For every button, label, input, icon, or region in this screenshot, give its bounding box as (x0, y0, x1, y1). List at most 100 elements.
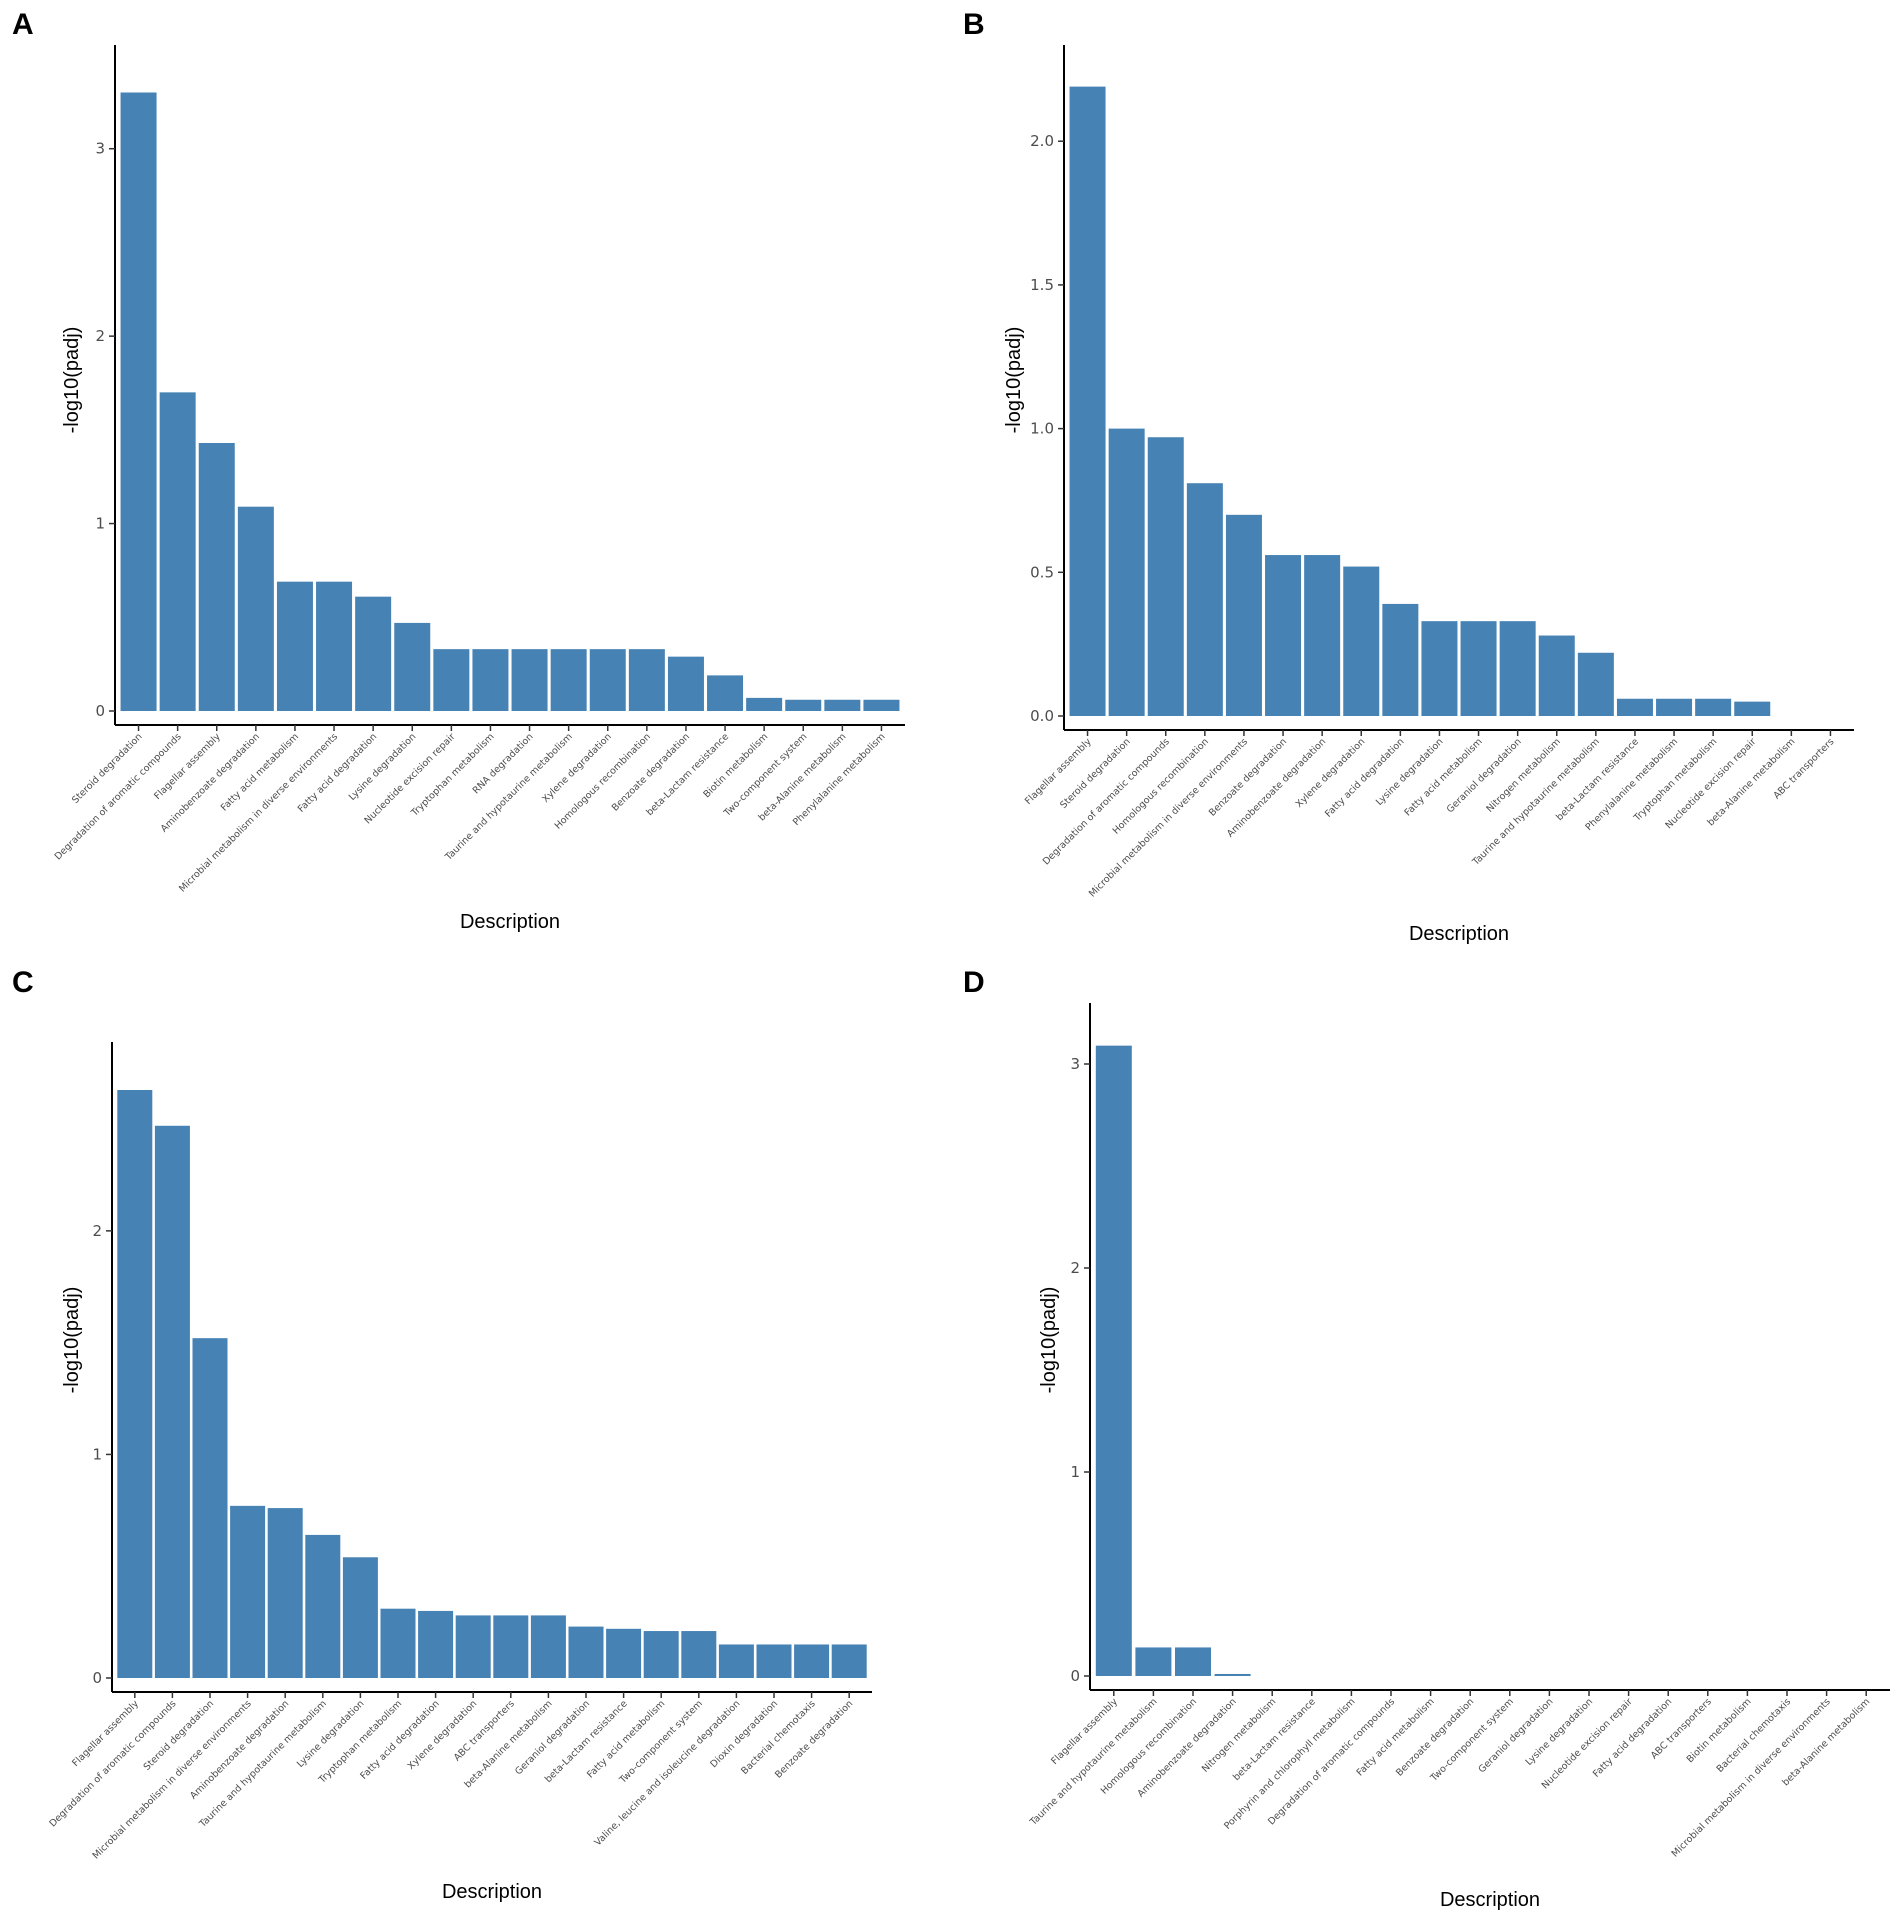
y-tick-label: 0.0 (1030, 707, 1054, 725)
bar (472, 649, 509, 711)
y-tick-label: 0 (95, 702, 105, 720)
x-tick-label: Lysine degradation (295, 1698, 367, 1770)
panel-label: B (963, 8, 985, 41)
bar (276, 581, 313, 711)
bar (1265, 555, 1302, 716)
bar (530, 1615, 566, 1678)
bar (433, 649, 470, 711)
bar (1734, 701, 1771, 716)
x-tick-label: Fatty acid metabolism (1402, 736, 1484, 818)
y-tick-label: 2.0 (1030, 132, 1054, 150)
chart-panel-b: B 0.0 0.5 1.0 1.5 2.0 Flagellar assembly Stero… (951, 0, 1902, 958)
x-tick-label: Xylene degradation (406, 1698, 480, 1772)
bar (707, 675, 744, 711)
x-tick-label: Bacterial chemotaxis (1715, 1696, 1794, 1775)
bar (305, 1534, 341, 1678)
y-tick-label: 1.0 (1030, 420, 1054, 438)
bar-chart-b: 0.0 0.5 1.0 1.5 2.0 Flagellar assemblySteroid… (1003, 45, 1854, 945)
bar (1616, 698, 1653, 716)
x-tick-label: Fatty acid degradation (1591, 1696, 1674, 1779)
bar (230, 1505, 266, 1678)
bar (1304, 555, 1341, 716)
bar (1421, 621, 1458, 716)
x-tick-label: Steroid degradation (142, 1698, 217, 1773)
bar (192, 1338, 228, 1678)
x-axis-title: Description (1440, 1889, 1540, 1911)
bar (1225, 514, 1262, 716)
y-axis-title: -log10(padj) (61, 327, 83, 434)
chart-panel-d: D 0 1 2 3 Flagellar assembly Taurine and hypo… (951, 958, 1902, 1916)
bar (643, 1631, 679, 1678)
bar (159, 392, 196, 711)
bar (418, 1610, 454, 1678)
bar (1135, 1647, 1172, 1676)
bar (785, 699, 822, 711)
y-tick-label: 1.5 (1030, 276, 1054, 294)
x-tick-label: Flagellar assembly (70, 1698, 141, 1769)
x-tick-label: Dioxin degradation (708, 1698, 780, 1770)
bar (342, 1557, 378, 1678)
bar (628, 649, 665, 711)
bar (1343, 566, 1380, 716)
bar (824, 699, 861, 711)
x-tick-label: Benzoate degradation (1207, 736, 1289, 818)
bar (154, 1125, 190, 1678)
x-tick-label: Geraniol degradation (513, 1698, 592, 1777)
y-tick-label: 2 (1070, 1259, 1080, 1277)
x-tick-label: Geraniol degradation (1445, 736, 1524, 815)
bar (718, 1644, 754, 1678)
bar (667, 656, 704, 711)
bar (568, 1626, 604, 1678)
bar (1499, 621, 1536, 716)
x-tick-label: Lysine degradation (1524, 1696, 1596, 1768)
bar (681, 1631, 717, 1678)
bar (1460, 621, 1497, 716)
bar (1186, 483, 1223, 716)
x-tick-label: Nitrogen metabolism (1484, 736, 1562, 814)
chart-panel-c: C 0 1 2 Flagellar assembly Degradation of ar… (0, 958, 951, 1916)
x-axis-title: Description (1409, 923, 1509, 945)
bar (746, 697, 783, 711)
bar (117, 1090, 153, 1678)
bar (455, 1615, 491, 1678)
bar (1382, 603, 1419, 716)
x-tick-label: Lysine degradation (347, 731, 419, 803)
x-tick-label: Xylene degradation (1294, 736, 1368, 810)
bar (237, 506, 274, 711)
y-axis-title: -log10(padj) (61, 1287, 83, 1394)
y-tick-label: 1 (92, 1445, 102, 1463)
bar (1147, 437, 1184, 716)
bar (1656, 698, 1693, 716)
x-axis-title: Description (442, 1881, 542, 1903)
bar (1695, 698, 1732, 716)
x-tick-label: Lysine degradation (1374, 736, 1446, 808)
bar (831, 1644, 867, 1678)
y-tick-label: 3 (95, 140, 105, 158)
panel-label: C (12, 966, 34, 999)
x-tick-label: Nitrogen metabolism (1200, 1696, 1278, 1774)
x-tick-label: beta-Lactam resistance (1231, 1696, 1318, 1783)
bar (493, 1615, 529, 1678)
bar (589, 649, 626, 711)
y-tick-label: 1 (1070, 1463, 1080, 1481)
x-tick-label: Flagellar assembly (1049, 1696, 1120, 1767)
bar (267, 1508, 303, 1678)
bar (606, 1628, 642, 1678)
x-tick-label: Fatty acid metabolism (1355, 1696, 1437, 1778)
bar (794, 1644, 830, 1678)
bar (1095, 1045, 1132, 1676)
x-tick-label: Geraniol degradation (1477, 1696, 1556, 1775)
x-tick-label: Xylene degradation (540, 731, 614, 805)
x-tick-label: Fatty acid metabolism (219, 731, 301, 813)
x-tick-label: Fatty acid degradation (1323, 736, 1406, 819)
x-tick-label: Steroid degradation (1058, 736, 1133, 811)
y-tick-label: 3 (1070, 1055, 1080, 1073)
x-tick-label: Benzoate degradation (773, 1698, 855, 1780)
y-axis-title: -log10(padj) (1003, 327, 1025, 434)
y-tick-label: 0.5 (1030, 563, 1054, 581)
y-axis-title: -log10(padj) (1038, 1287, 1060, 1394)
bar (511, 649, 548, 711)
y-tick-label: 0 (1070, 1667, 1080, 1685)
